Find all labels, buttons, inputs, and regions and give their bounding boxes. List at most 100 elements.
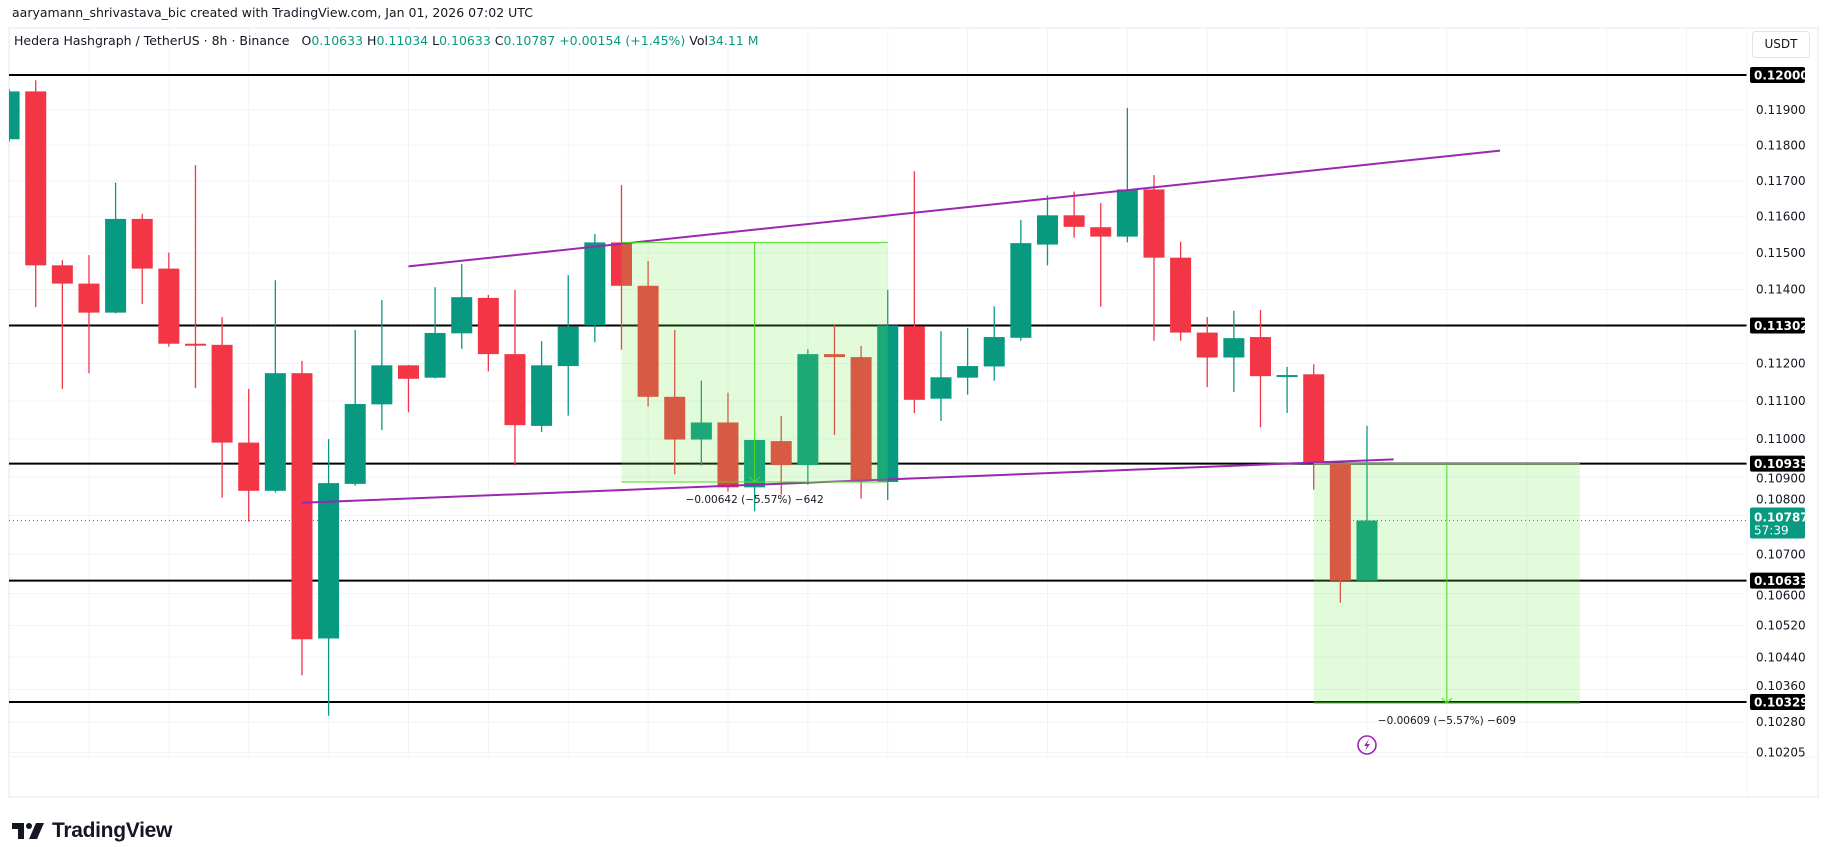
candle[interactable] bbox=[1223, 310, 1245, 392]
lightning-icon[interactable] bbox=[1357, 735, 1377, 755]
candle[interactable] bbox=[1116, 107, 1138, 243]
candle-body bbox=[1356, 520, 1378, 581]
candle[interactable] bbox=[637, 260, 659, 407]
candle[interactable] bbox=[451, 263, 473, 349]
price-axis[interactable]: 0.11900 0.11800 0.11700 0.11600 0.11500 0.114… bbox=[1750, 67, 1809, 759]
candle-body bbox=[983, 337, 1005, 367]
candle[interactable] bbox=[158, 252, 180, 347]
candle-body bbox=[1276, 375, 1298, 378]
price-range-measure[interactable]: −0.00642 (−5.57%) −642 bbox=[621, 241, 888, 506]
symbol-legend: Hedera Hashgraph / TetherUS · 8h · Binan… bbox=[12, 33, 761, 48]
candle[interactable] bbox=[25, 80, 47, 308]
candle-body bbox=[664, 396, 686, 440]
price-tick-label: 0.11100 bbox=[1756, 394, 1806, 408]
level-price-label: 0.10935 bbox=[1750, 455, 1809, 472]
price-tick-label: 0.10360 bbox=[1756, 679, 1806, 693]
level-label-background bbox=[1750, 572, 1805, 589]
candle[interactable] bbox=[318, 439, 340, 716]
candle[interactable] bbox=[1356, 425, 1378, 581]
candle[interactable] bbox=[557, 275, 579, 416]
drawings[interactable]: −0.00642 (−5.57%) −642 −0.00609 (−5.57%) … bbox=[301, 149, 1580, 755]
candle-body bbox=[1196, 332, 1218, 358]
candle[interactable] bbox=[1329, 463, 1351, 603]
candle[interactable] bbox=[264, 280, 286, 493]
candle-body bbox=[51, 265, 73, 284]
candle[interactable] bbox=[105, 182, 127, 314]
candle[interactable] bbox=[1010, 219, 1032, 341]
candle[interactable] bbox=[717, 392, 739, 492]
candle-body bbox=[451, 297, 473, 334]
candle[interactable] bbox=[477, 294, 499, 372]
currency-button[interactable]: USDT bbox=[1752, 31, 1810, 58]
candle-body bbox=[1063, 215, 1085, 227]
trendline[interactable] bbox=[301, 458, 1394, 504]
candle[interactable] bbox=[1063, 191, 1085, 238]
candle[interactable] bbox=[291, 360, 313, 676]
candle-body bbox=[1010, 243, 1032, 338]
candle-body bbox=[105, 218, 127, 313]
level-label-background bbox=[1750, 317, 1805, 334]
candle[interactable] bbox=[424, 287, 446, 379]
candle[interactable] bbox=[184, 165, 206, 389]
candle[interactable] bbox=[397, 364, 419, 413]
candle[interactable] bbox=[1036, 195, 1058, 266]
candle-body bbox=[264, 373, 286, 491]
candle[interactable] bbox=[690, 380, 712, 466]
price-range-measure[interactable]: −0.00609 (−5.57%) −609 bbox=[1313, 463, 1580, 728]
lightning-glyph bbox=[1363, 739, 1370, 751]
candle[interactable] bbox=[531, 341, 553, 432]
plot-area[interactable] bbox=[0, 74, 1747, 716]
open-label: O bbox=[301, 33, 312, 48]
candle[interactable] bbox=[238, 388, 260, 522]
candle[interactable] bbox=[983, 306, 1005, 381]
candle[interactable] bbox=[664, 329, 686, 475]
price-tick-label: 0.10600 bbox=[1756, 589, 1806, 603]
candle[interactable] bbox=[903, 171, 925, 414]
candle-body bbox=[930, 377, 952, 399]
level-price-label: 0.11302 bbox=[1750, 317, 1809, 334]
candle[interactable] bbox=[610, 185, 632, 350]
candle[interactable] bbox=[0, 88, 20, 142]
level-label-text: 0.10329 bbox=[1754, 695, 1809, 709]
level-label-background bbox=[1750, 455, 1805, 472]
candle[interactable] bbox=[930, 331, 952, 421]
candle-body bbox=[610, 242, 632, 286]
trendline[interactable] bbox=[408, 149, 1501, 268]
candle[interactable] bbox=[584, 234, 606, 343]
candle-body bbox=[238, 442, 260, 491]
candle[interactable] bbox=[1276, 366, 1298, 414]
candle[interactable] bbox=[850, 345, 872, 499]
candle-body bbox=[78, 283, 100, 313]
candle-body bbox=[637, 285, 659, 397]
candle-body bbox=[371, 365, 393, 405]
candle[interactable] bbox=[1303, 364, 1325, 490]
candle[interactable] bbox=[371, 300, 393, 431]
candle[interactable] bbox=[797, 349, 819, 485]
price-tick-label: 0.10205 bbox=[1756, 745, 1806, 759]
candle[interactable] bbox=[131, 213, 153, 305]
close-value: 0.10787 bbox=[503, 33, 556, 48]
candle[interactable] bbox=[1249, 310, 1271, 428]
level-label-text: 0.12000 bbox=[1754, 69, 1809, 83]
symbol-title[interactable]: Hedera Hashgraph / TetherUS · 8h · Binan… bbox=[14, 33, 290, 48]
level-label-background bbox=[1750, 67, 1805, 83]
level-price-label: 0.10633 bbox=[1750, 572, 1809, 589]
candle[interactable] bbox=[78, 255, 100, 374]
candle[interactable] bbox=[957, 328, 979, 395]
candle[interactable] bbox=[504, 289, 526, 466]
candle[interactable] bbox=[344, 329, 366, 486]
current-price-background bbox=[1750, 507, 1805, 539]
candle-body bbox=[1303, 374, 1325, 464]
candle[interactable] bbox=[823, 324, 845, 435]
candle[interactable] bbox=[1170, 241, 1192, 341]
candle[interactable] bbox=[1090, 203, 1112, 307]
candle[interactable] bbox=[1196, 317, 1218, 388]
open-value: 0.10633 bbox=[311, 33, 364, 48]
candle[interactable] bbox=[211, 317, 233, 498]
candle[interactable] bbox=[877, 289, 899, 501]
candle[interactable] bbox=[1143, 175, 1165, 341]
level-label-text: 0.11302 bbox=[1754, 319, 1809, 333]
candle[interactable] bbox=[51, 260, 73, 389]
price-tick-label: 0.10900 bbox=[1756, 472, 1806, 486]
